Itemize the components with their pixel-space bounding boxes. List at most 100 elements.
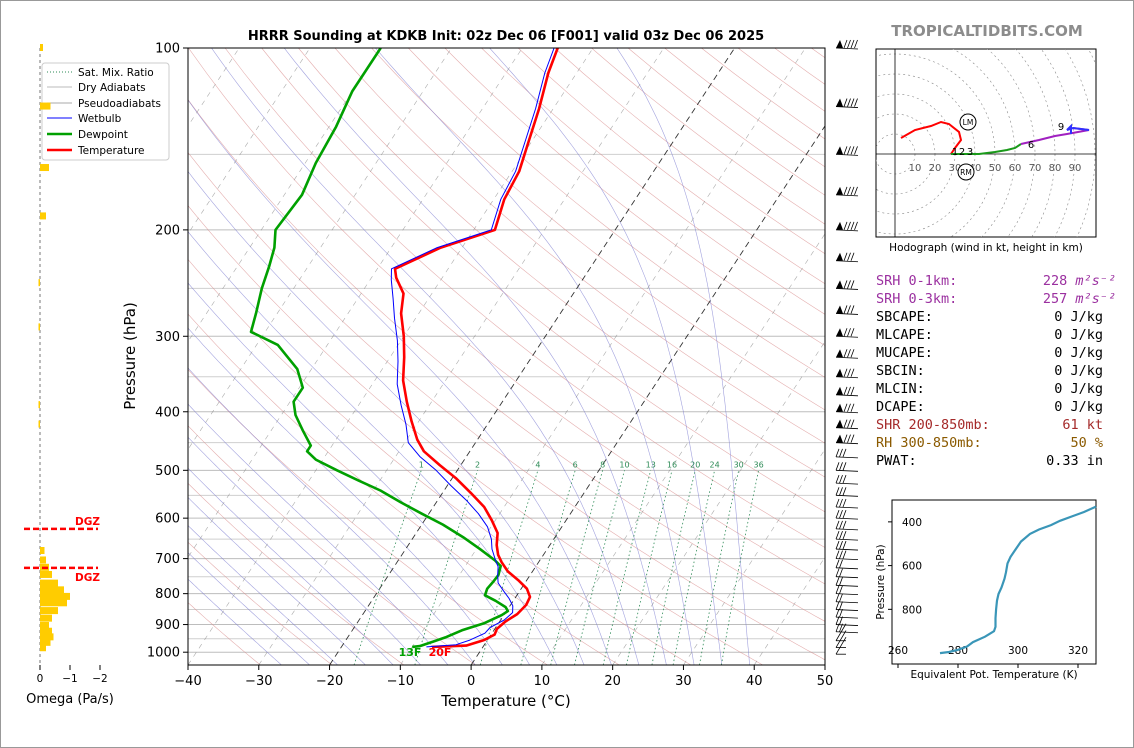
pseudoadiabat <box>188 327 503 665</box>
storm-motion-label: LM <box>963 118 974 127</box>
hodograph-caption: Hodograph (wind in kt, height in km) <box>889 242 1083 254</box>
omega-bar <box>40 599 67 607</box>
y-tick-label: 800 <box>155 587 180 602</box>
hodograph-trace-0-1km <box>900 120 963 155</box>
omega-bar <box>40 579 58 587</box>
dry-adiabat <box>188 425 476 665</box>
dry-adiabat <box>188 205 763 665</box>
hodograph-ring-label: 40 <box>969 163 982 174</box>
dgz-label: DGZ <box>75 572 100 584</box>
dry-adiabat <box>298 48 825 478</box>
chart-title: HRRR Sounding at KDKB Init: 02z Dec 06 [… <box>248 29 764 44</box>
parameters-panel: SRH 0-1km: 228 m²s⁻² SRH 0-3km: 257 m²s⁻² SB… <box>876 272 1116 470</box>
wind-barb <box>835 601 859 611</box>
mixing-ratio-label: 24 <box>710 460 720 469</box>
param-value: 228 <box>1042 273 1068 289</box>
hodograph-height-label: 6 <box>1028 140 1034 151</box>
wind-barb <box>835 609 859 619</box>
param-unit: m²s⁻² <box>1067 273 1116 289</box>
param-row: PWAT: 0.33 in <box>876 452 1116 470</box>
wind-barb <box>835 448 859 459</box>
mixing-ratio-line <box>602 470 652 665</box>
omega-bar <box>40 164 49 172</box>
dewpoint-line <box>249 48 510 649</box>
wind-barbs <box>835 39 859 655</box>
mixing-ratio-line <box>672 470 715 665</box>
wind-barb <box>835 568 859 579</box>
param-row: SHR 200-850mb: 61 kt <box>876 416 1116 434</box>
wind-barb <box>835 98 859 108</box>
param-unit: m²s⁻² <box>1067 291 1116 307</box>
dry-adiabat <box>334 48 825 444</box>
wind-barb <box>835 474 859 485</box>
omega-bar <box>40 592 70 600</box>
hodograph: 10 20 30 40 50 60 70 80 90 1 2 3 6 9 LM RM <box>876 49 1096 237</box>
hodograph-trace-1-6km <box>951 143 1022 155</box>
y-tick-label: 600 <box>155 512 180 527</box>
omega-bar <box>40 644 46 652</box>
wind-barb <box>835 146 859 156</box>
pseudoadiabat <box>283 48 667 665</box>
pseudoadiabat <box>188 170 585 665</box>
dry-adiabat <box>188 48 825 585</box>
x-tick-label: −10 <box>387 674 414 689</box>
param-row: SRH 0-1km: 228 m²s⁻² <box>876 272 1116 290</box>
mixing-ratio-line <box>353 470 422 665</box>
wetbulb-line <box>390 48 555 648</box>
hodograph-height-label: 2 <box>959 147 965 158</box>
storm-motion-marker <box>959 113 977 131</box>
param-row: SBCIN: 0 J/kg <box>876 362 1116 380</box>
thetae-ylabel: Pressure (hPa) <box>875 544 887 619</box>
mixing-ratio-line <box>479 470 539 665</box>
wind-barb <box>835 559 859 570</box>
wind-barb <box>835 540 859 551</box>
pseudoadiabat <box>188 403 449 665</box>
thetae-x-tick-label: 300 <box>1008 645 1028 657</box>
mixing-ratio-line <box>574 470 625 665</box>
isotherm <box>188 48 594 665</box>
skewt-series <box>249 48 559 649</box>
wind-barb <box>835 531 859 541</box>
legend-temperature: Temperature <box>77 145 145 157</box>
surface-temperature-label: 20F <box>429 646 452 659</box>
omega-bar <box>40 633 54 641</box>
param-row: MLCIN: 0 J/kg <box>876 380 1116 398</box>
wind-barb <box>835 221 859 232</box>
param-row: MUCAPE: 0 J/kg <box>876 344 1116 362</box>
wind-barb <box>835 585 859 596</box>
y-tick-label: 300 <box>155 330 180 345</box>
pseudoadiabat <box>188 525 338 665</box>
omega-bar <box>40 614 52 622</box>
param-value: 0.33 in <box>1046 453 1103 469</box>
x-tick-label: −40 <box>174 674 201 689</box>
omega-bar <box>40 546 45 554</box>
hodograph-axes <box>875 48 1097 238</box>
isotherm <box>329 48 735 665</box>
wind-barb <box>835 593 859 604</box>
param-label: MLCIN: <box>876 381 925 397</box>
thetae-x-tick-label: 320 <box>1068 645 1088 657</box>
skewt-axes <box>187 47 826 666</box>
mixing-ratio-label: 4 <box>535 460 540 469</box>
wind-barb <box>835 520 859 531</box>
omega-bar <box>40 622 49 630</box>
mixing-ratio-label: 30 <box>734 460 744 469</box>
pseudoadiabat <box>375 48 695 665</box>
legend: Sat. Mix. Ratio Dry Adiabats Pseudoadiab… <box>41 62 170 161</box>
legend-dry-adiabats: Dry Adiabats <box>78 82 146 94</box>
pseudoadiabat <box>188 467 394 665</box>
param-value: 0 J/kg <box>1054 327 1103 343</box>
dry-adiabat <box>408 48 825 378</box>
dgz-label: DGZ <box>75 516 100 528</box>
param-value: 0 J/kg <box>1054 381 1103 397</box>
legend-dewpoint: Dewpoint <box>78 129 128 141</box>
param-label: SBCAPE: <box>876 309 933 325</box>
wind-barb <box>835 550 859 561</box>
thetae-xlabel: Equivalent Pot. Temperature (K) <box>910 669 1077 681</box>
param-row: MLCAPE: 0 J/kg <box>876 326 1116 344</box>
wind-barb <box>835 510 859 520</box>
surface-dewpoint-label: 13F <box>399 646 422 659</box>
mixing-ratio-label: 10 <box>619 460 629 469</box>
